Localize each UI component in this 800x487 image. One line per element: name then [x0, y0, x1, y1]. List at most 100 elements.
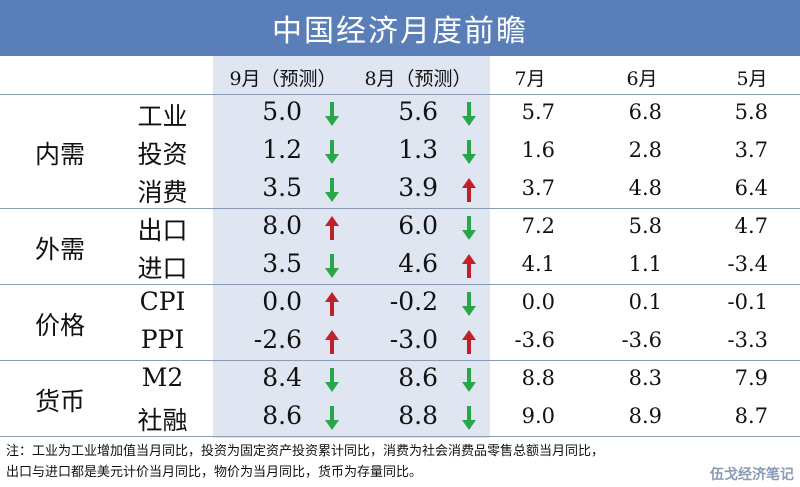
- jun-value: 8.3: [628, 366, 662, 390]
- aug-forecast-value: 1.3: [398, 135, 438, 164]
- forecast-highlight: [213, 56, 490, 438]
- jul-value: 9.0: [521, 404, 555, 428]
- sep-forecast-value: -2.6: [253, 325, 302, 354]
- down-arrow-icon: [462, 406, 476, 430]
- may-value: 3.7: [734, 138, 768, 162]
- down-arrow-icon: [325, 140, 339, 164]
- down-arrow-icon: [462, 102, 476, 126]
- header-divider: [0, 94, 800, 95]
- jun-value: 4.8: [628, 176, 662, 200]
- down-arrow-icon: [325, 178, 339, 202]
- aug-forecast-value: 6.0: [398, 211, 438, 240]
- sep-forecast-value: 3.5: [262, 173, 302, 202]
- may-value: 8.7: [734, 404, 768, 428]
- table-row: 消费 3.5 3.9 3.7 4.8 6.4: [0, 170, 800, 208]
- may-value: -0.1: [727, 290, 769, 314]
- sep-forecast-value: 0.0: [262, 287, 302, 316]
- col-header-aug: 8月（预测）: [364, 68, 472, 90]
- table-row: 出口 8.0 6.0 7.2 5.8 4.7: [0, 208, 800, 246]
- may-value: 4.7: [734, 214, 768, 238]
- sep-forecast-value: 1.2: [262, 135, 302, 164]
- indicator-name: CPI: [139, 287, 186, 316]
- up-arrow-icon: [325, 330, 339, 354]
- group-label: 外需: [34, 235, 85, 264]
- jun-value: 6.8: [628, 100, 662, 124]
- down-arrow-icon: [462, 368, 476, 392]
- col-header-may: 5月: [736, 68, 768, 90]
- indicator-name: 消费: [137, 178, 188, 207]
- aug-forecast-value: 8.6: [398, 363, 438, 392]
- down-arrow-icon: [462, 140, 476, 164]
- sep-forecast-value: 5.0: [262, 97, 302, 126]
- page-title: 中国经济月度前瞻: [272, 14, 528, 49]
- may-value: -3.3: [727, 328, 769, 352]
- indicator-name: 出口: [137, 216, 188, 245]
- group-divider: [0, 208, 800, 209]
- footnote-line-2: 出口与进口都是美元计价当月同比，物价为当月同比，货币为存量同比。: [6, 465, 423, 480]
- jun-value: 5.8: [628, 214, 662, 238]
- down-arrow-icon: [462, 292, 476, 316]
- indicator-name: M2: [141, 363, 184, 392]
- jul-value: 1.6: [521, 138, 555, 162]
- group-label: 货币: [34, 387, 85, 416]
- sep-forecast-value: 8.6: [262, 401, 302, 430]
- column-header-row: 9月（预测） 8月（预测） 7月 6月 5月: [0, 56, 800, 94]
- col-header-jun: 6月: [626, 68, 658, 90]
- table-row: 进口 3.5 4.6 4.1 1.1 -3.4: [0, 246, 800, 284]
- table-row: PPI -2.6 -3.0 -3.6 -3.6 -3.3: [0, 322, 800, 360]
- aug-forecast-value: -0.2: [389, 287, 438, 316]
- indicator-name: PPI: [140, 325, 185, 354]
- may-value: 7.9: [734, 366, 768, 390]
- jul-value: 0.0: [521, 290, 555, 314]
- may-value: 6.4: [734, 176, 768, 200]
- indicator-name: 工业: [137, 102, 188, 131]
- footnote-line-1: 注：工业为工业增加值当月同比，投资为固定资产投资累计同比，消费为社会消费品零售总…: [6, 444, 605, 459]
- jun-value: 2.8: [628, 138, 662, 162]
- table-row: 工业 5.0 5.6 5.7 6.8 5.8: [0, 94, 800, 132]
- jun-value: -3.6: [621, 328, 663, 352]
- up-arrow-icon: [462, 330, 476, 354]
- aug-forecast-value: 3.9: [398, 173, 438, 202]
- title-bar: 中国经济月度前瞻: [0, 0, 800, 56]
- jul-value: 8.8: [521, 366, 555, 390]
- jul-value: 7.2: [521, 214, 555, 238]
- jun-value: 1.1: [628, 252, 662, 276]
- col-header-sep: 9月（预测）: [229, 68, 337, 90]
- jun-value: 0.1: [628, 290, 662, 314]
- jul-value: 5.7: [521, 100, 555, 124]
- sep-forecast-value: 8.4: [262, 363, 302, 392]
- table-row: CPI 0.0 -0.2 0.0 0.1 -0.1: [0, 284, 800, 322]
- jul-value: 3.7: [521, 176, 555, 200]
- watermark: 伍戈经济笔记: [710, 467, 794, 483]
- sep-forecast-value: 3.5: [262, 249, 302, 278]
- aug-forecast-value: 4.6: [398, 249, 438, 278]
- group-label: 价格: [34, 311, 85, 340]
- aug-forecast-value: 8.8: [398, 401, 438, 430]
- may-value: 5.8: [734, 100, 768, 124]
- down-arrow-icon: [325, 406, 339, 430]
- jul-value: 4.1: [521, 252, 555, 276]
- indicator-name: 进口: [137, 254, 188, 283]
- table-row: 投资 1.2 1.3 1.6 2.8 3.7: [0, 132, 800, 170]
- sep-forecast-value: 8.0: [262, 211, 302, 240]
- group-divider: [0, 284, 800, 285]
- group-divider: [0, 436, 800, 437]
- indicator-name: 社融: [137, 406, 188, 435]
- aug-forecast-value: 5.6: [398, 97, 438, 126]
- group-label: 内需: [34, 140, 85, 169]
- down-arrow-icon: [325, 102, 339, 126]
- jul-value: -3.6: [514, 328, 556, 352]
- table-row: M2 8.4 8.6 8.8 8.3 7.9: [0, 360, 800, 398]
- up-arrow-icon: [462, 254, 476, 278]
- may-value: -3.4: [727, 252, 769, 276]
- table-row: 社融 8.6 8.8 9.0 8.9 8.7: [0, 398, 800, 436]
- group-divider: [0, 360, 800, 361]
- down-arrow-icon: [325, 254, 339, 278]
- up-arrow-icon: [325, 292, 339, 316]
- indicator-name: 投资: [137, 140, 188, 169]
- aug-forecast-value: -3.0: [389, 325, 438, 354]
- jun-value: 8.9: [628, 404, 662, 428]
- up-arrow-icon: [462, 178, 476, 202]
- footnote: 注：工业为工业增加值当月同比，投资为固定资产投资累计同比，消费为社会消费品零售总…: [6, 441, 796, 483]
- col-header-jul: 7月: [514, 68, 546, 90]
